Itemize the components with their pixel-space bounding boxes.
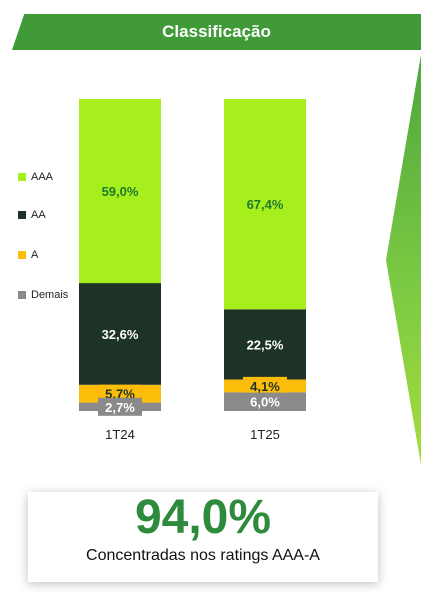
callout-box xyxy=(28,492,378,582)
header-banner xyxy=(12,14,421,50)
data-label-aaa-1t24: 59,0% xyxy=(102,184,139,199)
legend-item-demais: Demais xyxy=(18,288,68,302)
legend-swatch-aaa xyxy=(18,173,26,181)
page-title: Classificação xyxy=(162,22,271,41)
data-label-aa-1t24: 32,6% xyxy=(102,327,139,342)
data-label-box-demais-1t25 xyxy=(243,392,287,411)
data-label-a-1t25: 4,1% xyxy=(250,379,280,394)
stacked-bar-chart: 59,0%32,6%5,7%2,7%1T2467,4%22,5%4,1%6,0%… xyxy=(79,99,306,442)
legend-swatch-a xyxy=(18,251,26,259)
highlight-percentage: 94,0% xyxy=(134,491,272,544)
legend-label-aaa: AAA xyxy=(31,171,54,183)
data-label-box-a-1t25 xyxy=(243,376,287,395)
x-tick-label-1t25: 1T25 xyxy=(250,427,280,442)
legend-label-a: A xyxy=(31,249,39,261)
legend-item-a: A xyxy=(18,248,38,262)
bar-segment-aa-1t24 xyxy=(79,283,161,385)
data-label-box-demais-1t24 xyxy=(98,397,142,416)
legend-label-demais: Demais xyxy=(31,289,69,301)
bar-segment-aaa-1t25 xyxy=(224,99,306,310)
legend-item-aa: AA xyxy=(18,208,46,222)
legend-swatch-aa xyxy=(18,211,26,219)
x-tick-label-1t24: 1T24 xyxy=(105,427,135,442)
data-label-demais-1t25: 6,0% xyxy=(250,395,280,410)
legend-item-aaa: AAA xyxy=(18,170,53,184)
bar-segment-aa-1t25 xyxy=(224,309,306,380)
highlight-caption: Concentradas nos ratings AAA-A xyxy=(86,547,320,564)
legend-swatch-demais xyxy=(18,291,26,299)
legend-label-aa: AA xyxy=(31,209,46,221)
data-label-demais-1t24: 2,7% xyxy=(105,400,135,415)
bar-segment-aaa-1t24 xyxy=(79,99,161,284)
data-label-aaa-1t25: 67,4% xyxy=(247,197,284,212)
data-label-aa-1t25: 22,5% xyxy=(247,337,284,352)
